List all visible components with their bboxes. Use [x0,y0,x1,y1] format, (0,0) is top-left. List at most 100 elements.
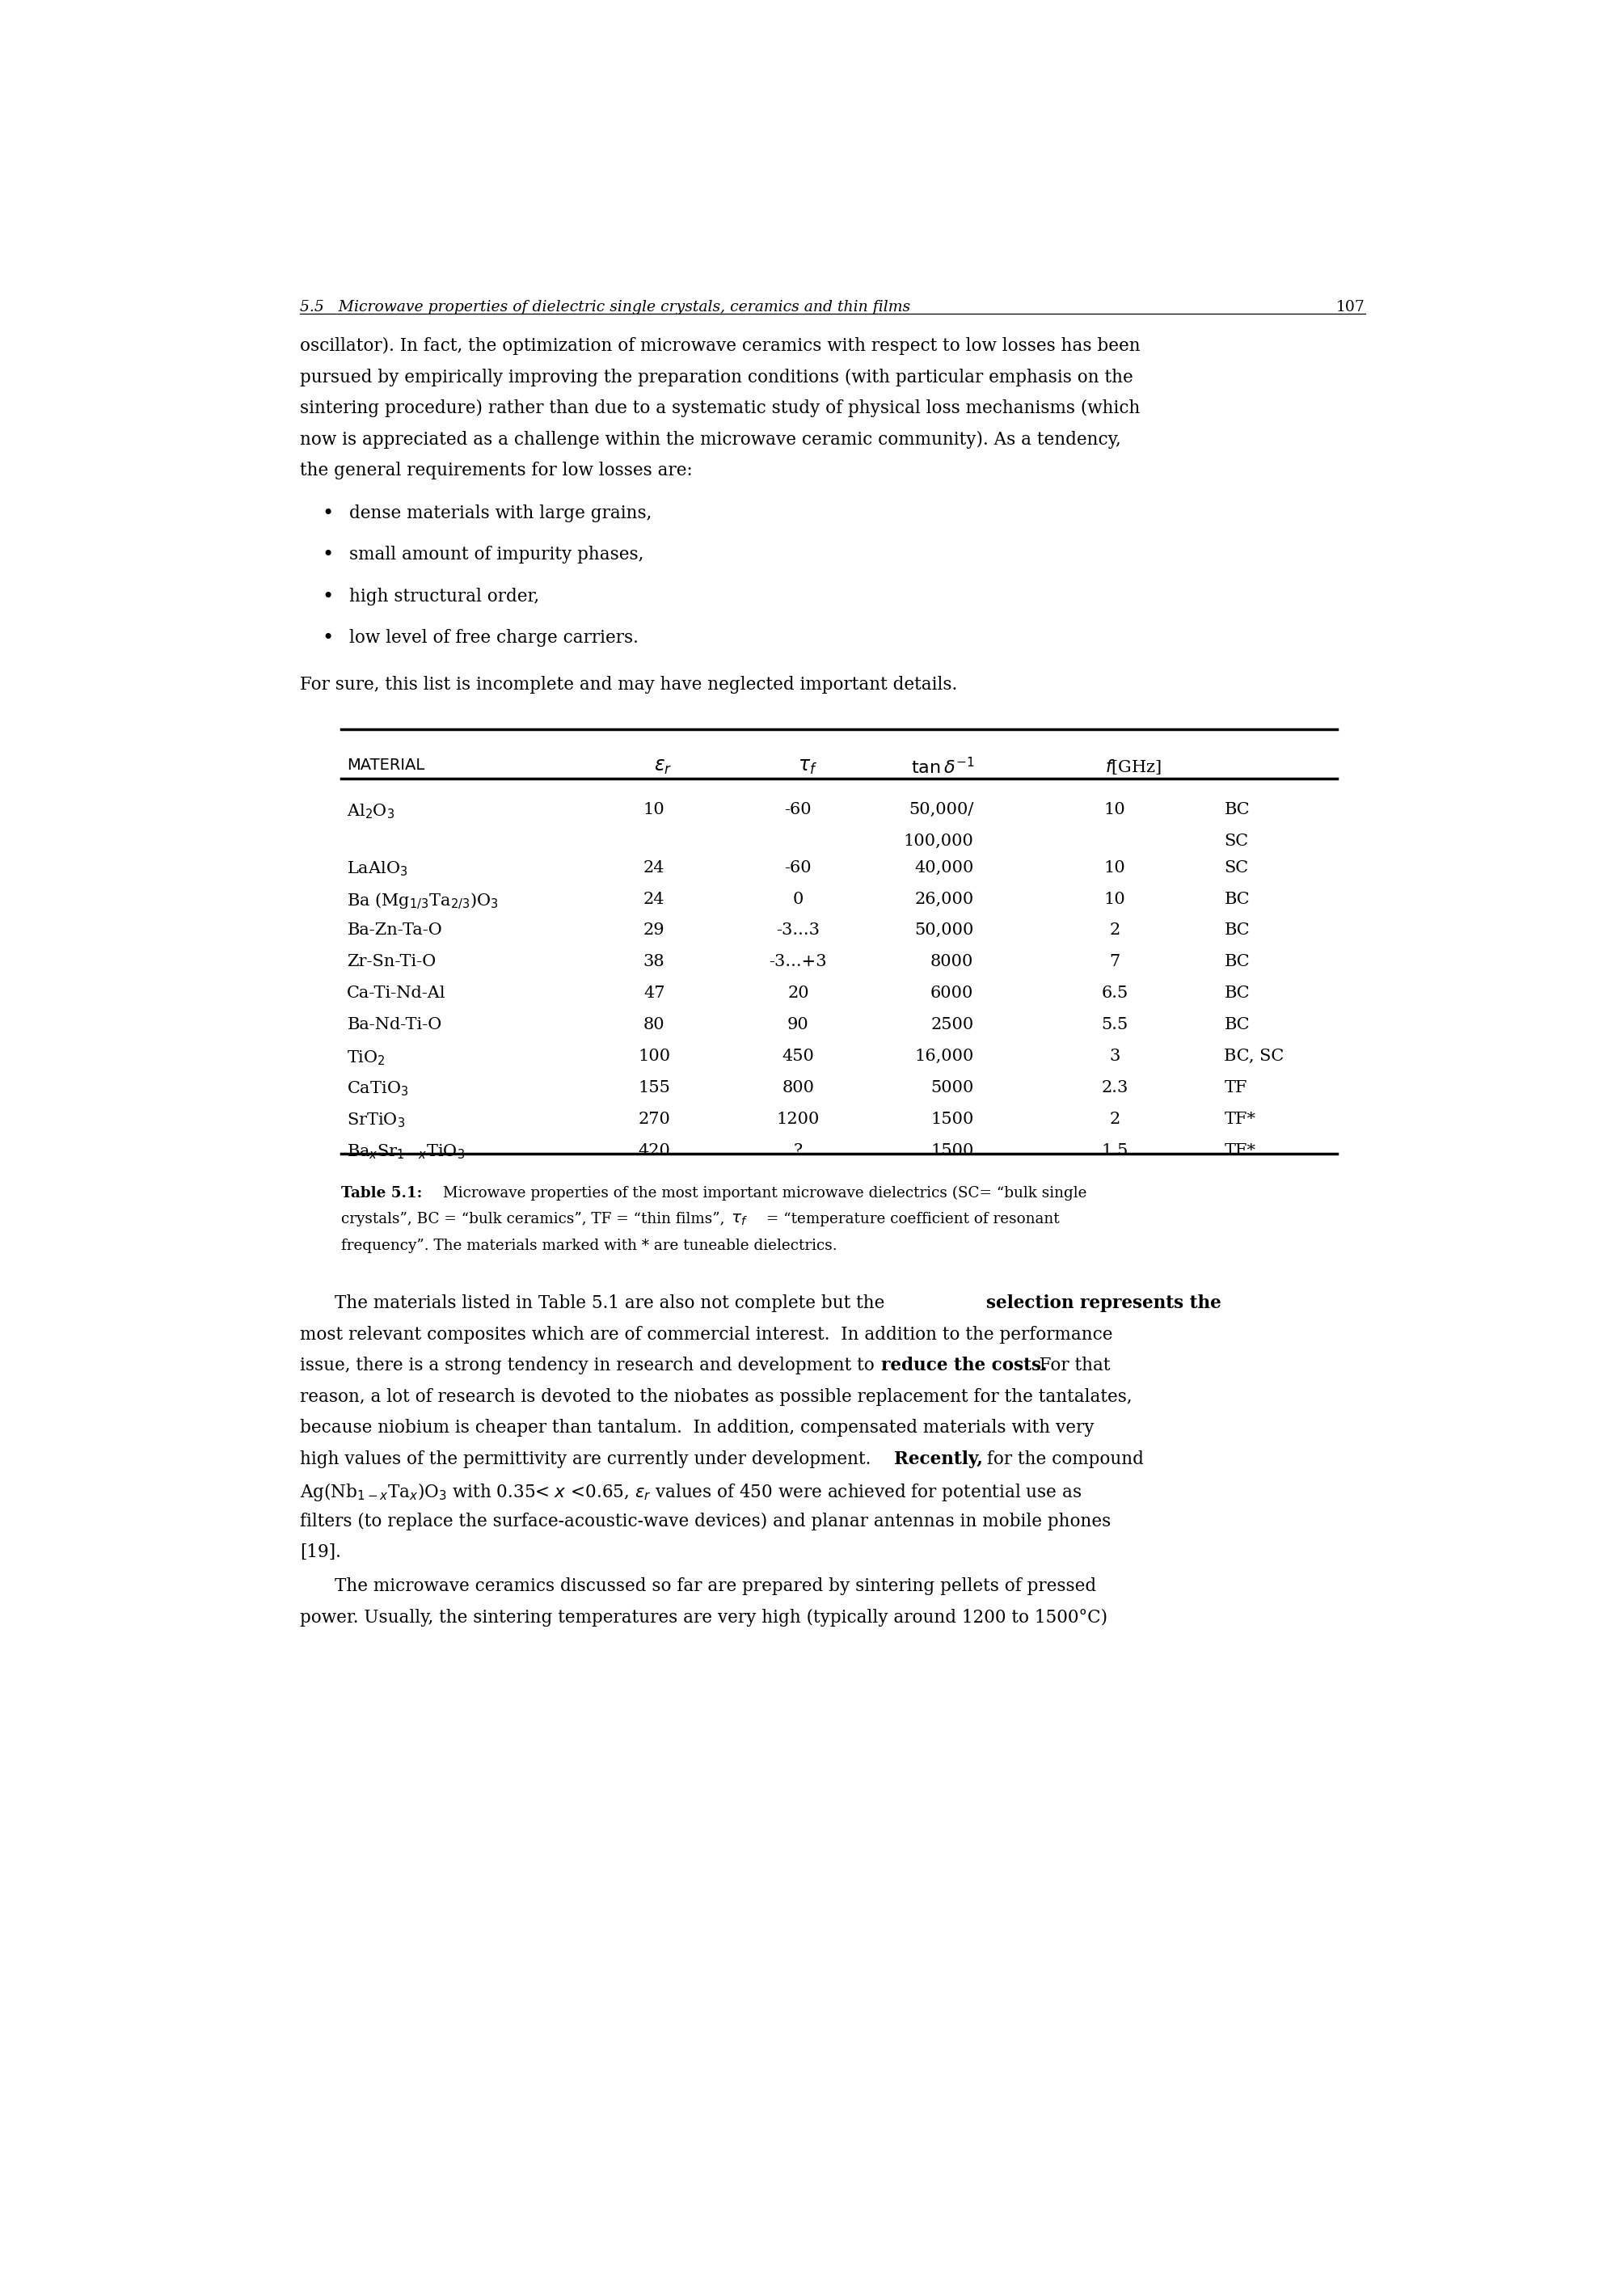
Text: the general requirements for low losses are:: the general requirements for low losses … [300,461,693,479]
Text: 10: 10 [1104,892,1125,908]
Text: Ba$_x$Sr$_{1-x}$TiO$_3$: Ba$_x$Sr$_{1-x}$TiO$_3$ [348,1144,464,1162]
Text: Microwave properties of the most important microwave dielectrics (SC= “bulk sing: Microwave properties of the most importa… [438,1185,1086,1201]
Text: 1500: 1500 [931,1112,973,1128]
Text: 40,000: 40,000 [914,860,973,876]
Text: For sure, this list is incomplete and may have neglected important details.: For sure, this list is incomplete and ma… [300,676,958,694]
Text: oscillator). In fact, the optimization of microwave ceramics with respect to low: oscillator). In fact, the optimization o… [300,337,1140,355]
Text: The microwave ceramics discussed so far are prepared by sintering pellets of pre: The microwave ceramics discussed so far … [335,1577,1096,1595]
Text: reduce the costs.: reduce the costs. [882,1357,1047,1375]
Text: 2: 2 [1109,1112,1121,1128]
Text: 5000: 5000 [931,1080,973,1096]
Text: BC, SC: BC, SC [1224,1047,1285,1063]
Text: selection represents the: selection represents the [986,1295,1221,1313]
Text: 29: 29 [643,924,664,937]
Text: because niobium is cheaper than tantalum.  In addition, compensated materials wi: because niobium is cheaper than tantalum… [300,1419,1095,1437]
Text: 155: 155 [638,1080,671,1096]
Text: 47: 47 [643,986,664,1002]
Text: $\tau_f$: $\tau_f$ [797,756,817,777]
Text: BC: BC [1224,892,1250,908]
Text: Zr-Sn-Ti-O: Zr-Sn-Ti-O [348,953,437,970]
Text: 7: 7 [1109,953,1121,970]
Text: 107: 107 [1337,300,1366,314]
Text: -60: -60 [784,802,812,818]
Text: 1200: 1200 [776,1112,820,1128]
Text: low level of free charge carriers.: low level of free charge carriers. [349,630,638,646]
Text: 2500: 2500 [931,1018,973,1031]
Text: 38: 38 [643,953,664,970]
Text: high values of the permittivity are currently under development.: high values of the permittivity are curr… [300,1451,877,1467]
Text: Ba (Mg$_{1/3}$Ta$_{2/3}$)O$_3$: Ba (Mg$_{1/3}$Ta$_{2/3}$)O$_3$ [348,892,499,910]
Text: •: • [322,630,333,649]
Text: ?: ? [794,1144,802,1157]
Text: pursued by empirically improving the preparation conditions (with particular emp: pursued by empirically improving the pre… [300,369,1134,387]
Text: 270: 270 [638,1112,671,1128]
Text: Table 5.1:: Table 5.1: [341,1185,422,1201]
Text: most relevant composites which are of commercial interest.  In addition to the p: most relevant composites which are of co… [300,1325,1112,1343]
Text: 10: 10 [643,802,664,818]
Text: •: • [322,545,333,564]
Text: 8000: 8000 [931,953,973,970]
Text: power. Usually, the sintering temperatures are very high (typically around 1200 : power. Usually, the sintering temperatur… [300,1609,1108,1627]
Text: BC: BC [1224,802,1250,818]
Text: 20: 20 [788,986,809,1002]
Text: 450: 450 [783,1047,814,1063]
Text: 5.5: 5.5 [1101,1018,1129,1031]
Text: CaTiO$_3$: CaTiO$_3$ [348,1080,409,1098]
Text: •: • [322,587,333,605]
Text: 24: 24 [643,860,664,876]
Text: MATERIAL: MATERIAL [348,756,425,772]
Text: 10: 10 [1104,802,1125,818]
Text: sintering procedure) rather than due to a systematic study of physical loss mech: sintering procedure) rather than due to … [300,399,1140,417]
Text: SC: SC [1224,834,1249,848]
Text: crystals”, BC = “bulk ceramics”, TF = “thin films”,: crystals”, BC = “bulk ceramics”, TF = “t… [341,1212,729,1226]
Text: 5.5   Microwave properties of dielectric single crystals, ceramics and thin film: 5.5 Microwave properties of dielectric s… [300,300,911,314]
Text: Al$_2$O$_3$: Al$_2$O$_3$ [348,802,395,821]
Text: 0: 0 [793,892,804,908]
Text: TF: TF [1224,1080,1247,1096]
Text: 24: 24 [643,892,664,908]
Text: 90: 90 [788,1018,809,1031]
Text: 80: 80 [643,1018,664,1031]
Text: 420: 420 [638,1144,671,1157]
Text: [19].: [19]. [300,1543,341,1561]
Text: 100,000: 100,000 [903,834,973,848]
Text: 26,000: 26,000 [914,892,973,908]
Text: •: • [322,504,333,523]
Text: BC: BC [1224,1018,1250,1031]
Text: LaAlO$_3$: LaAlO$_3$ [348,860,408,878]
Text: dense materials with large grains,: dense materials with large grains, [349,504,651,523]
Text: 16,000: 16,000 [914,1047,973,1063]
Text: -3...3: -3...3 [776,924,820,937]
Text: reason, a lot of research is devoted to the niobates as possible replacement for: reason, a lot of research is devoted to … [300,1387,1132,1405]
Text: Ca-Ti-Nd-Al: Ca-Ti-Nd-Al [348,986,447,1002]
Text: $\varepsilon_r$: $\varepsilon_r$ [654,756,672,777]
Text: 2: 2 [1109,924,1121,937]
Text: BC: BC [1224,924,1250,937]
Text: -60: -60 [784,860,812,876]
Text: -3...+3: -3...+3 [770,953,827,970]
Text: TiO$_2$: TiO$_2$ [348,1047,387,1066]
Text: SC: SC [1224,860,1249,876]
Text: For that: For that [1028,1357,1111,1375]
Text: for the compound: for the compound [983,1451,1143,1467]
Text: 10: 10 [1104,860,1125,876]
Text: 800: 800 [783,1080,814,1096]
Text: The materials listed in Table 5.1 are also not complete but the: The materials listed in Table 5.1 are al… [335,1295,890,1313]
Text: frequency”. The materials marked with * are tuneable dielectrics.: frequency”. The materials marked with * … [341,1238,836,1254]
Text: high structural order,: high structural order, [349,587,539,605]
Text: Ag(Nb$_{1-x}$Ta$_x$)O$_3$ with 0.35< $x$ <0.65, $\varepsilon_r$ values of 450 we: Ag(Nb$_{1-x}$Ta$_x$)O$_3$ with 0.35< $x$… [300,1481,1082,1504]
Text: Ba-Zn-Ta-O: Ba-Zn-Ta-O [348,924,442,937]
Text: small amount of impurity phases,: small amount of impurity phases, [349,545,643,564]
Text: TF*: TF* [1224,1112,1255,1128]
Text: $\tau_f$: $\tau_f$ [731,1212,747,1229]
Text: 6.5: 6.5 [1101,986,1129,1002]
Text: SrTiO$_3$: SrTiO$_3$ [348,1112,406,1130]
Text: BC: BC [1224,953,1250,970]
Text: Recently,: Recently, [893,1451,983,1467]
Text: $\tan\delta^{-1}$: $\tan\delta^{-1}$ [911,756,974,777]
Text: BC: BC [1224,986,1250,1002]
Text: filters (to replace the surface-acoustic-wave devices) and planar antennas in mo: filters (to replace the surface-acoustic… [300,1513,1111,1531]
Text: 50,000/: 50,000/ [908,802,973,818]
Text: 3: 3 [1109,1047,1121,1063]
Text: 2.3: 2.3 [1101,1080,1129,1096]
